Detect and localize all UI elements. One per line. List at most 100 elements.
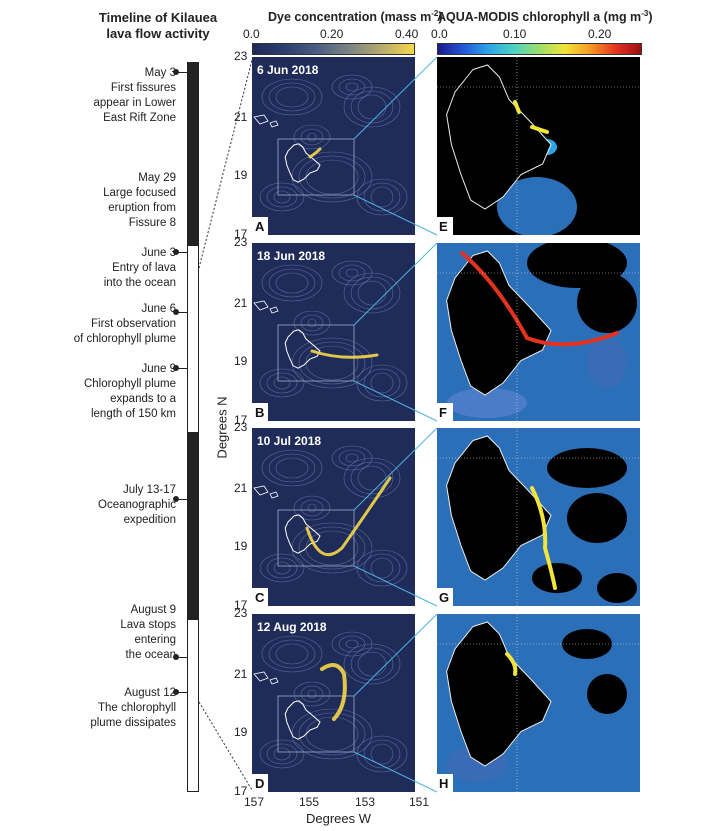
island-outline [253,485,279,499]
chl-colorbar-title: AQUA-MODIS chlorophyll a (mg m-3) [437,9,652,24]
timeline-event-text: length of 150 km [90,408,176,420]
panel-letter-bg [252,588,268,606]
contour-line [338,449,366,467]
inset-box [277,138,355,196]
contour-line [268,268,316,298]
contour-line [363,182,401,212]
timeline-event-text: expedition [123,514,176,526]
chl-panel-g: G [437,428,640,606]
dye-panel-d: 12 Aug 2018 D [252,614,415,792]
timeline-event-marker [173,365,188,371]
guide-line-top [353,427,438,511]
timeline-event-marker [173,309,188,315]
timeline-event-text: Fissure 8 [128,217,176,229]
panel-date: 6 Jun 2018 [257,63,319,77]
contour-line [345,268,359,278]
contour-line [370,186,394,208]
timeline-event-text: East Rift Zone [103,112,176,124]
panel-letter-bg [437,588,453,606]
timeline-event-text: Large focused [103,187,176,199]
contour-line [345,82,359,92]
dye-colorbar-title: Dye concentration (mass m-2) [268,9,443,24]
contour-line [293,124,331,150]
panel-letter: D [255,776,264,791]
chl-patch [587,674,627,714]
x-tick-151: 151 [409,795,430,809]
timeline-event-text: appear in Lower [93,97,176,109]
contour-line [331,631,373,657]
timeline-event: May 3 First fissures appear in Lower East R… [40,66,176,126]
contour-line [273,190,291,204]
chl-patch [532,563,582,593]
timeline-title-line1: Timeline of Kilauea [98,10,218,25]
chl-plume [505,652,518,676]
contour-line [275,457,309,479]
connector-bottom [198,701,253,791]
timeline-event-date: May 3 [144,67,176,79]
contour-line [266,743,298,765]
contour-line [300,685,324,703]
island-outline [253,300,279,314]
guide-line-top [353,56,438,140]
timeline-event: June 3 Entry of lava into the ocean [40,246,176,291]
timeline-event-marker [173,69,188,75]
timeline-event-date: June 9 [141,363,176,375]
y-tick: 21 [234,295,248,310]
contour-line [298,341,366,385]
contour-line [350,90,394,124]
timeline-event-text: plume dissipates [90,717,176,729]
y-tick: 23 [234,606,248,620]
y-tick: 17 [234,227,248,241]
contour-line [331,260,373,286]
timeline-event-text: Entry of lava [112,262,176,274]
chl-plume [513,100,549,134]
timeline-event: June 9 Chlorophyll plume expands to a lengt… [40,362,176,422]
panel-letter-bg [252,774,268,792]
panel-letter-bg [252,217,268,235]
dye-colorbar-title-sup: -2 [431,9,439,18]
dye-plume [310,349,379,359]
panel-letter: C [255,590,265,605]
contour-line [350,647,394,681]
dye-colorbar-title-text: Dye concentration (mass m [268,10,432,25]
contour-line [338,78,366,96]
chl-colorbar [437,43,642,55]
timeline-event-date: June 6 [141,303,176,315]
panel-letter-bg [437,217,453,235]
timeline-title: Timeline of Kilauea lava flow activity [78,10,238,42]
contour-line [350,276,394,310]
guide-line-top [353,613,438,697]
y-tick: 19 [234,539,248,554]
panel-date: 10 Jul 2018 [257,434,321,448]
guide-line-top [353,242,438,326]
contour-line [273,747,291,761]
timeline-event-date: August 9 [130,604,176,616]
contour-line [300,128,324,146]
timeline-event-date: May 29 [138,172,176,184]
chl-patch [447,388,527,418]
chl-tick-1: 0.10 [503,27,527,41]
chl-colorbar-title-sup: -3 [641,9,649,18]
y-tick: 21 [234,109,248,124]
contour-line [259,368,305,398]
timeline-event-text: the ocean [125,649,176,661]
timeline-event-text: First fissures [110,82,176,94]
contour-line [307,503,317,513]
contour-line [363,739,401,769]
chl-tick-2: 0.20 [588,27,612,41]
contour-line [273,561,291,575]
contour-line [300,499,324,517]
timeline-event-marker [173,496,188,502]
dye-panel-b: 18 Jun 2018 B [252,243,415,421]
y-tick: 23 [234,420,248,434]
contour-line [331,445,373,471]
contour-line [338,635,366,653]
contour-line [293,495,331,521]
contour-line [259,553,305,583]
chl-patch [567,493,627,543]
y-tick: 17 [234,598,248,612]
island-land [446,435,552,581]
y-tick: 17 [234,413,248,427]
